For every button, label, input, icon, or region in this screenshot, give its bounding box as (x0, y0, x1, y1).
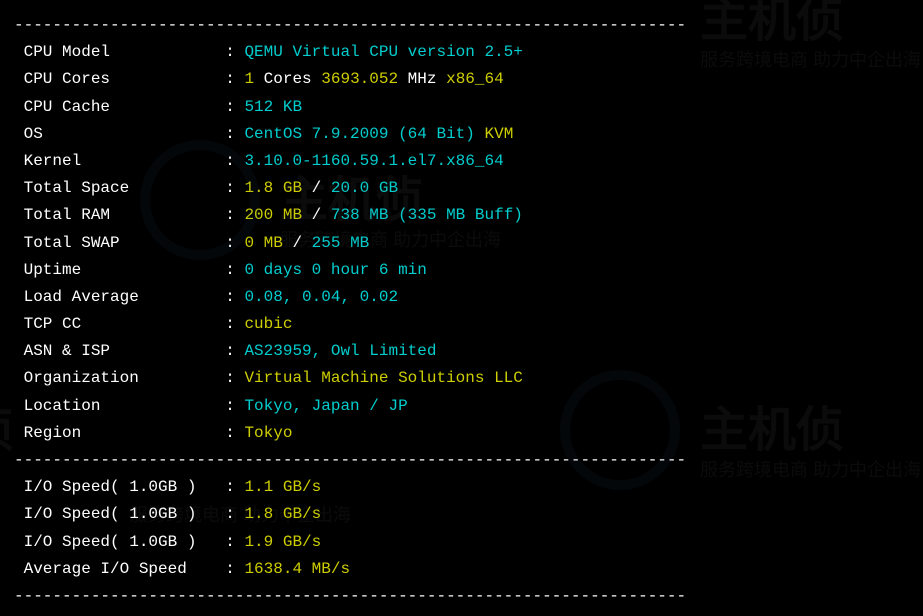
io-row: I/O Speed( 1.0GB ) : 1.8 GB/s (14, 501, 909, 528)
row-value-segment: 512 KB (244, 98, 302, 116)
row-separator: : (225, 206, 244, 224)
row-value-segment: MHz (398, 70, 446, 88)
system-info-block: CPU Model : QEMU Virtual CPU version 2.5… (14, 39, 909, 447)
info-row: Load Average : 0.08, 0.04, 0.02 (14, 284, 909, 311)
row-value-segment: 1.8 GB/s (244, 505, 321, 523)
info-row: Total RAM : 200 MB / 738 MB (335 MB Buff… (14, 202, 909, 229)
row-label: CPU Cores (14, 70, 225, 88)
row-separator: : (225, 288, 244, 306)
row-separator: : (225, 478, 244, 496)
row-label: OS (14, 125, 225, 143)
info-row: ASN & ISP : AS23959, Owl Limited (14, 338, 909, 365)
row-label: CPU Cache (14, 98, 225, 116)
row-value-segment: Cores (254, 70, 321, 88)
io-row: I/O Speed( 1.0GB ) : 1.9 GB/s (14, 529, 909, 556)
info-row: CPU Cache : 512 KB (14, 94, 909, 121)
row-separator: : (225, 125, 244, 143)
row-value-segment: AS23959, Owl Limited (244, 342, 436, 360)
row-separator: : (225, 560, 244, 578)
row-value-segment: Virtual Machine Solutions LLC (244, 369, 522, 387)
info-row: TCP CC : cubic (14, 311, 909, 338)
row-label: Uptime (14, 261, 225, 279)
row-label: TCP CC (14, 315, 225, 333)
info-row: OS : CentOS 7.9.2009 (64 Bit) KVM (14, 121, 909, 148)
row-separator: : (225, 98, 244, 116)
info-row: CPU Cores : 1 Cores 3693.052 MHz x86_64 (14, 66, 909, 93)
row-value-segment: 1638.4 MB/s (244, 560, 350, 578)
row-label: I/O Speed( 1.0GB ) (14, 533, 225, 551)
row-label: I/O Speed( 1.0GB ) (14, 505, 225, 523)
row-label: Region (14, 424, 225, 442)
row-separator: : (225, 315, 244, 333)
row-value-segment: Tokyo, Japan / JP (244, 397, 407, 415)
row-separator: : (225, 533, 244, 551)
row-value-segment: CentOS 7.9.2009 (64 Bit) (244, 125, 474, 143)
row-value-segment: cubic (244, 315, 292, 333)
row-label: Location (14, 397, 225, 415)
info-row: Location : Tokyo, Japan / JP (14, 393, 909, 420)
row-value-segment: 3693.052 (321, 70, 398, 88)
row-value-segment: 1.1 GB/s (244, 478, 321, 496)
row-value-segment: x86_64 (446, 70, 504, 88)
info-row: Region : Tokyo (14, 420, 909, 447)
row-value-segment: / (283, 234, 312, 252)
row-value-segment: (335 MB Buff) (388, 206, 522, 224)
row-separator: : (225, 342, 244, 360)
info-row: Total Space : 1.8 GB / 20.0 GB (14, 175, 909, 202)
row-label: Average I/O Speed (14, 560, 225, 578)
row-value-segment: 0 MB (244, 234, 282, 252)
row-value-segment: 0 days 0 hour 6 min (244, 261, 426, 279)
row-label: ASN & ISP (14, 342, 225, 360)
row-value-segment: 0.08, 0.04, 0.02 (244, 288, 398, 306)
row-label: Organization (14, 369, 225, 387)
divider-bottom: ----------------------------------------… (14, 583, 909, 610)
row-value-segment: 3.10.0-1160.59.1.el7.x86_64 (244, 152, 503, 170)
row-value-segment: 1 (244, 70, 254, 88)
row-label: Total Space (14, 179, 225, 197)
info-row: Total SWAP : 0 MB / 255 MB (14, 230, 909, 257)
row-separator: : (225, 70, 244, 88)
row-separator: : (225, 234, 244, 252)
row-value-segment: KVM (484, 125, 513, 143)
row-label: CPU Model (14, 43, 225, 61)
info-row: Organization : Virtual Machine Solutions… (14, 365, 909, 392)
io-speed-block: I/O Speed( 1.0GB ) : 1.1 GB/s I/O Speed(… (14, 474, 909, 583)
io-row: I/O Speed( 1.0GB ) : 1.1 GB/s (14, 474, 909, 501)
row-separator: : (225, 369, 244, 387)
row-separator: : (225, 43, 244, 61)
row-label: I/O Speed( 1.0GB ) (14, 478, 225, 496)
row-value-segment: 200 MB (244, 206, 302, 224)
info-row: Uptime : 0 days 0 hour 6 min (14, 257, 909, 284)
row-label: Load Average (14, 288, 225, 306)
divider-mid: ----------------------------------------… (14, 447, 909, 474)
row-value-segment: / (302, 179, 331, 197)
row-value-segment: 1.8 GB (244, 179, 302, 197)
row-value-segment: 738 MB (331, 206, 389, 224)
info-row: CPU Model : QEMU Virtual CPU version 2.5… (14, 39, 909, 66)
divider-top: ----------------------------------------… (14, 12, 909, 39)
row-separator: : (225, 397, 244, 415)
row-label: Total RAM (14, 206, 225, 224)
row-separator: : (225, 261, 244, 279)
watermark-text: 主机侦 (0, 390, 14, 472)
row-value-segment: Tokyo (244, 424, 292, 442)
row-separator: : (225, 424, 244, 442)
row-value-segment: 1.9 GB/s (244, 533, 321, 551)
row-value-segment: 20.0 GB (331, 179, 398, 197)
row-value-segment: 255 MB (312, 234, 370, 252)
row-value-segment: / (302, 206, 331, 224)
row-value-segment: QEMU Virtual CPU version 2.5+ (244, 43, 522, 61)
row-separator: : (225, 152, 244, 170)
row-label: Total SWAP (14, 234, 225, 252)
row-label: Kernel (14, 152, 225, 170)
info-row: Kernel : 3.10.0-1160.59.1.el7.x86_64 (14, 148, 909, 175)
row-separator: : (225, 505, 244, 523)
row-separator: : (225, 179, 244, 197)
io-row: Average I/O Speed : 1638.4 MB/s (14, 556, 909, 583)
